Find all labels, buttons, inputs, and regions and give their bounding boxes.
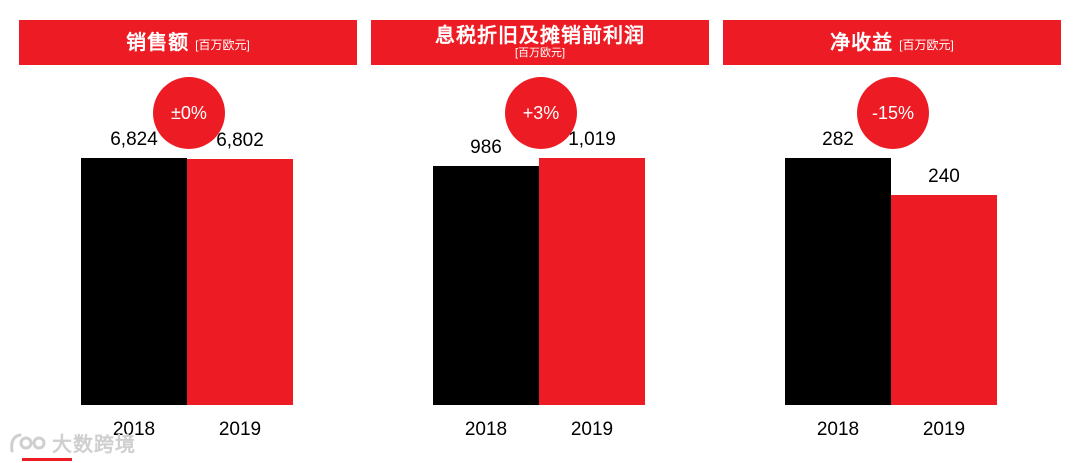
bar-2019 [539, 158, 645, 405]
value-label-2019: 240 [928, 166, 960, 187]
value-label-2018: 282 [822, 129, 854, 150]
bar-2019 [187, 159, 293, 405]
category-label-2018: 2018 [816, 419, 860, 440]
chart-title: 净收益 [830, 31, 894, 54]
category-label-2018: 2018 [112, 419, 156, 440]
chart-title: 销售额 [126, 31, 190, 54]
chart-unit: [百万欧元] [195, 37, 250, 52]
chart-unit: [百万欧元] [899, 37, 954, 52]
chart-title: 息税折旧及摊销前利润 [435, 25, 645, 48]
chart-panel-ebitda: 息税折旧及摊销前利润 [百万欧元] +3% 986 1,019 2018 201… [371, 0, 709, 463]
brand-logo-icon [10, 433, 46, 452]
change-badge: ±0% [153, 77, 225, 149]
bar-2018 [785, 158, 891, 405]
category-label-2018: 2018 [464, 419, 508, 440]
value-label-2019: 1,019 [568, 129, 616, 150]
watermark-text: 大数跨境 [52, 434, 136, 456]
category-label-2019: 2019 [922, 419, 966, 440]
change-badge: +3% [505, 77, 577, 149]
chart-panel-sales: 销售额 [百万欧元] ±0% 6,824 6,802 2018 2019 [19, 0, 357, 463]
value-label-2019: 6,802 [216, 130, 264, 151]
watermark: 大数跨境 [8, 428, 136, 457]
chart-header: 息税折旧及摊销前利润 [百万欧元] [371, 20, 709, 65]
chart-header: 净收益 [百万欧元] [723, 20, 1061, 65]
bar-2018 [81, 158, 187, 405]
category-label-2019: 2019 [218, 419, 262, 440]
value-label-2018: 986 [470, 137, 502, 158]
value-label-2018: 6,824 [110, 129, 158, 150]
category-label-2019: 2019 [570, 419, 614, 440]
bar-2019 [891, 195, 997, 405]
watermark-underline [22, 458, 72, 461]
chart-panel-net-income: 净收益 [百万欧元] -15% 282 240 2018 2019 [723, 0, 1061, 463]
chart-header: 销售额 [百万欧元] [19, 20, 357, 65]
chart-unit: [百万欧元] [514, 47, 566, 60]
change-badge: -15% [857, 77, 929, 149]
bar-2018 [433, 166, 539, 405]
